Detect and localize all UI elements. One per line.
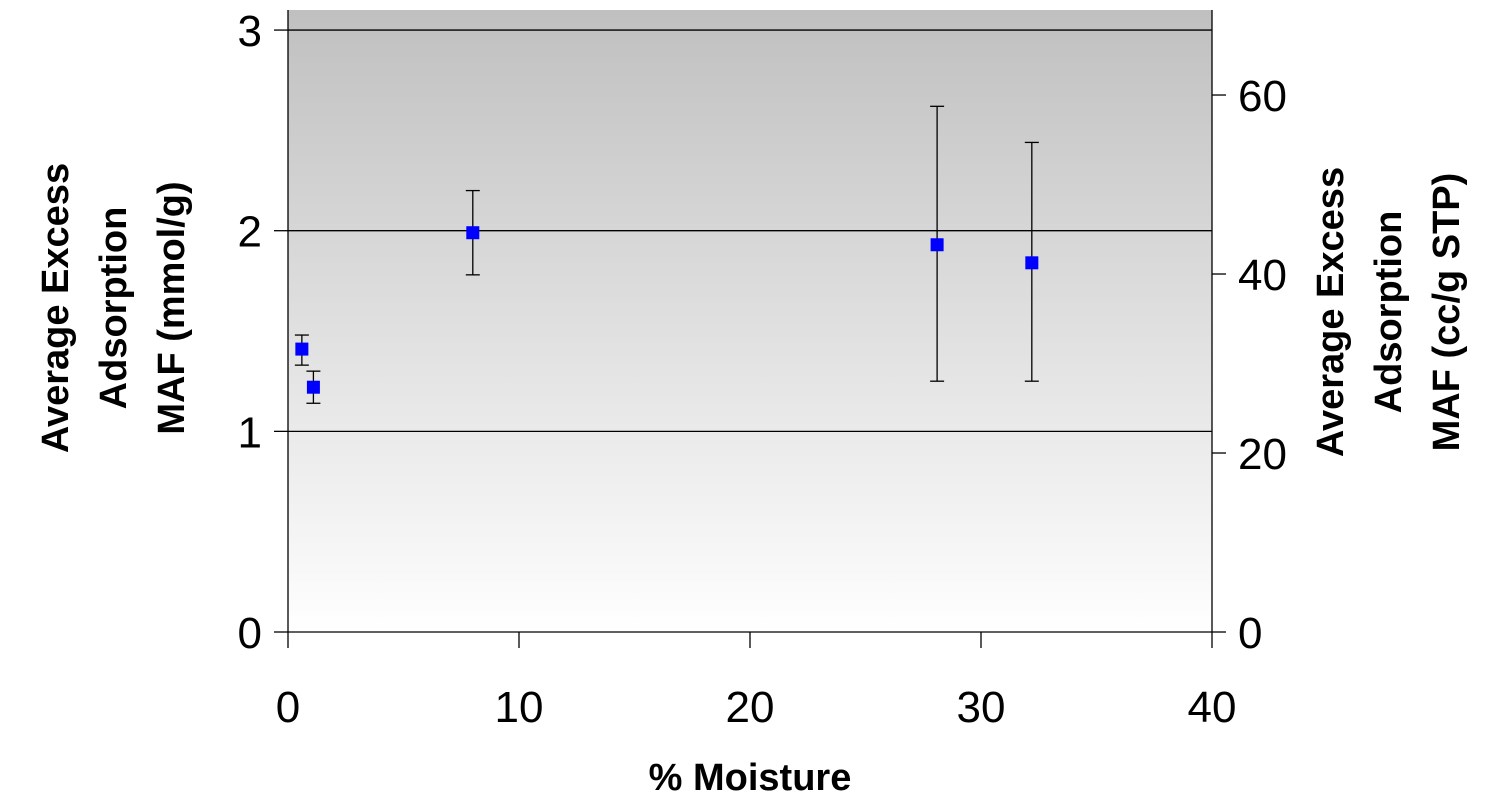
- y-axis-title-line-3: MAF (mmol/g): [151, 181, 193, 434]
- y2-tick-label-20: 20: [1238, 430, 1287, 479]
- error-bars: [294, 105, 1039, 404]
- y-axis-title: Average Excess Adsorption MAF (mmol/g): [35, 163, 193, 453]
- x-tick-label-20: 20: [726, 683, 775, 732]
- y2-tick-label-40: 40: [1238, 251, 1287, 300]
- y2-tick-label-60: 60: [1238, 72, 1287, 121]
- y-axis-title-line-2: Adsorption: [93, 207, 135, 410]
- y-tick-label-2: 2: [238, 208, 262, 257]
- x-tick-label-0: 0: [276, 683, 300, 732]
- y2-tick-label-0: 0: [1238, 609, 1262, 658]
- y-tick-label-3: 3: [238, 7, 262, 56]
- y2-axis-title-line-3: MAF (cc/g STP): [1426, 173, 1468, 452]
- y2-axis-title: Average Excess Adsorption MAF (cc/g STP): [1310, 167, 1468, 457]
- data-point-4: [1025, 256, 1039, 270]
- data-point-0: [295, 342, 309, 356]
- data-point-3: [930, 238, 944, 252]
- x-tick-label-10: 10: [495, 683, 544, 732]
- y-tick-label-0: 0: [238, 609, 262, 658]
- x-tick-label-40: 40: [1188, 683, 1237, 732]
- gridlines: [288, 29, 1212, 433]
- y2-axis-title-line-2: Adsorption: [1368, 211, 1410, 414]
- y-axis-title-line-1: Average Excess: [35, 163, 77, 453]
- data-points: [295, 226, 1039, 394]
- y2-axis-title-line-1: Average Excess: [1310, 167, 1352, 457]
- y-tick-label-1: 1: [238, 408, 262, 457]
- plot-area: [288, 10, 1212, 632]
- data-point-2: [466, 226, 480, 240]
- x-tick-label-30: 30: [957, 683, 1006, 732]
- x-axis-title: % Moisture: [649, 757, 852, 797]
- data-point-1: [306, 380, 320, 394]
